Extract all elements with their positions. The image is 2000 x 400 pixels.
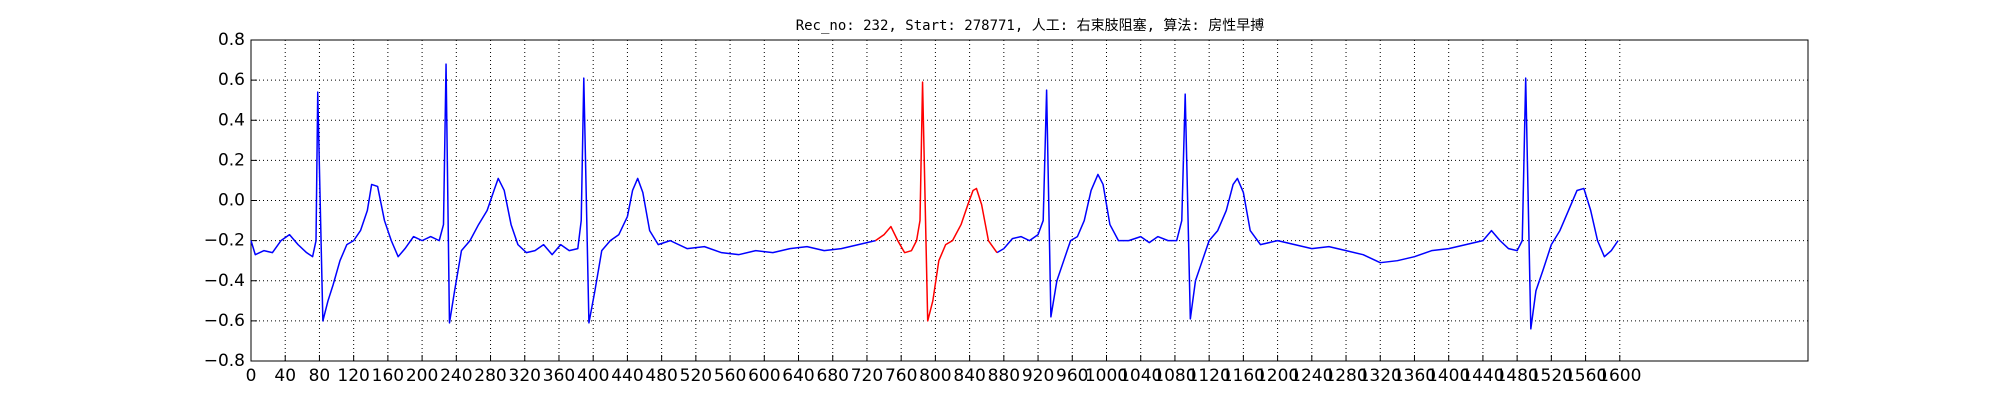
x-tick-label: 1080	[1153, 366, 1196, 386]
x-tick-label: 640	[782, 366, 814, 386]
x-tick-label: 720	[851, 366, 883, 386]
x-tick-label: 440	[611, 366, 643, 386]
x-tick-label: 760	[885, 366, 917, 386]
x-tick-label: 880	[988, 366, 1020, 386]
x-tick-label: 1040	[1119, 366, 1162, 386]
x-tick-label: 840	[953, 366, 985, 386]
x-tick-label: 0	[246, 366, 257, 386]
x-tick-label: 1280	[1324, 366, 1367, 386]
chart-title: Rec_no: 232, Start: 278771, 人工: 右束肢阻塞, 算…	[796, 17, 1265, 34]
x-tick-label: 480	[645, 366, 677, 386]
x-tick-label: 400	[577, 366, 609, 386]
x-tick-label: 80	[309, 366, 331, 386]
x-tick-label: 1320	[1359, 366, 1402, 386]
x-tick-label: 320	[509, 366, 541, 386]
x-tick-label: 160	[372, 366, 404, 386]
x-tick-label: 1440	[1461, 366, 1504, 386]
y-tick-label: 0.4	[218, 110, 245, 130]
x-tick-label: 1160	[1222, 366, 1265, 386]
x-tick-label: 40	[274, 366, 296, 386]
x-tick-label: 520	[680, 366, 712, 386]
x-tick-label: 680	[817, 366, 849, 386]
x-tick-label: 1200	[1256, 366, 1299, 386]
x-tick-label: 600	[748, 366, 780, 386]
y-tick-label: 0.8	[218, 30, 245, 50]
y-tick-label: −0.2	[204, 231, 245, 251]
ecg-line	[875, 81, 998, 322]
y-tick-label: 0.2	[218, 150, 245, 170]
y-tick-label: −0.6	[204, 311, 245, 331]
x-tick-label: 960	[1056, 366, 1088, 386]
x-tick-label: 120	[337, 366, 369, 386]
x-tick-label: 1560	[1564, 366, 1607, 386]
x-tick-label: 1520	[1530, 366, 1573, 386]
x-tick-label: 360	[543, 366, 575, 386]
x-tick-label: 1480	[1495, 366, 1538, 386]
x-tick-label: 1000	[1085, 366, 1128, 386]
x-tick-label: 200	[406, 366, 438, 386]
y-tick-label: 0.6	[218, 70, 245, 90]
x-tick-label: 800	[919, 366, 951, 386]
y-tick-label: −0.8	[204, 351, 245, 371]
x-tick-label: 1360	[1393, 366, 1436, 386]
x-tick-label: 920	[1022, 366, 1054, 386]
y-tick-label: −0.4	[204, 271, 245, 291]
ecg-line	[250, 63, 1619, 330]
x-tick-label: 1240	[1290, 366, 1333, 386]
plot-frame	[250, 39, 1809, 362]
x-tick-label: 1600	[1598, 366, 1641, 386]
x-tick-label: 560	[714, 366, 746, 386]
x-tick-label: 280	[474, 366, 506, 386]
x-tick-label: 1120	[1188, 366, 1231, 386]
x-tick-label: 1400	[1427, 366, 1470, 386]
x-tick-label: 240	[440, 366, 472, 386]
y-tick-label: 0.0	[218, 191, 245, 211]
